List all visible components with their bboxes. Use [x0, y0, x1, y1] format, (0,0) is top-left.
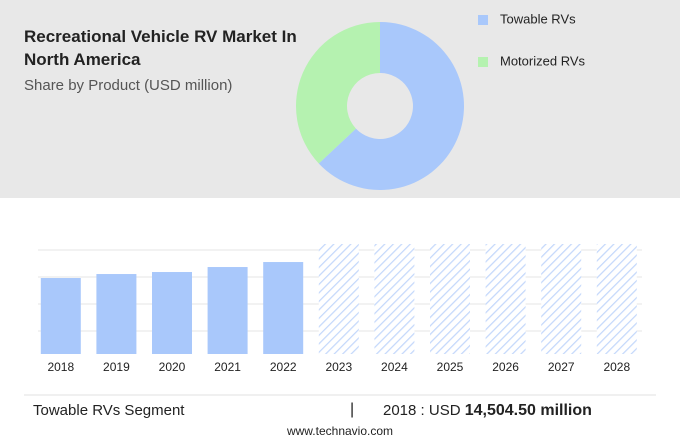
x-tick-label: 2025: [437, 360, 464, 374]
x-tick-label: 2021: [214, 360, 241, 374]
forecast-bar: [374, 244, 415, 354]
x-tick-label: 2020: [159, 360, 186, 374]
x-tick-label: 2027: [548, 360, 575, 374]
pie-slice: [295, 22, 380, 164]
forecast-bar: [318, 244, 359, 354]
legend-label: Towable RVs: [500, 11, 576, 26]
footer-year: 2018: [383, 402, 417, 419]
legend-swatch: [478, 15, 488, 25]
segment-label: Towable RVs Segment: [33, 402, 185, 419]
legend-label: Motorized RVs: [500, 53, 586, 68]
bar: [96, 274, 137, 354]
bar: [263, 262, 304, 354]
bar: [40, 278, 81, 354]
x-tick-label: 2026: [492, 360, 519, 374]
x-tick-label: 2022: [270, 360, 297, 374]
forecast-bar: [430, 244, 470, 354]
forecast-bar: [541, 244, 582, 354]
pie-slice: [318, 22, 464, 190]
chart-title: Recreational Vehicle RV Market In North …: [24, 27, 297, 69]
source: www.technavio.com: [286, 424, 394, 438]
x-tick-label: 2028: [603, 360, 630, 374]
divider: |: [350, 401, 355, 418]
footer-currency: : USD: [420, 402, 461, 419]
legend-swatch: [478, 57, 488, 67]
footer-value: 2018 : USD 14,504.50 million: [383, 402, 592, 420]
chart-subtitle: Share by Product (USD million): [24, 77, 233, 94]
x-tick-label: 2018: [47, 360, 74, 374]
x-tick-label: 2023: [325, 360, 352, 374]
x-tick-label: 2024: [381, 360, 408, 374]
footer-amount: 14,504.50 million: [464, 402, 592, 419]
x-tick-label: 2019: [103, 360, 130, 374]
bar: [152, 272, 192, 354]
bar: [207, 267, 248, 354]
forecast-bar: [485, 244, 526, 354]
forecast-bar: [596, 244, 637, 354]
